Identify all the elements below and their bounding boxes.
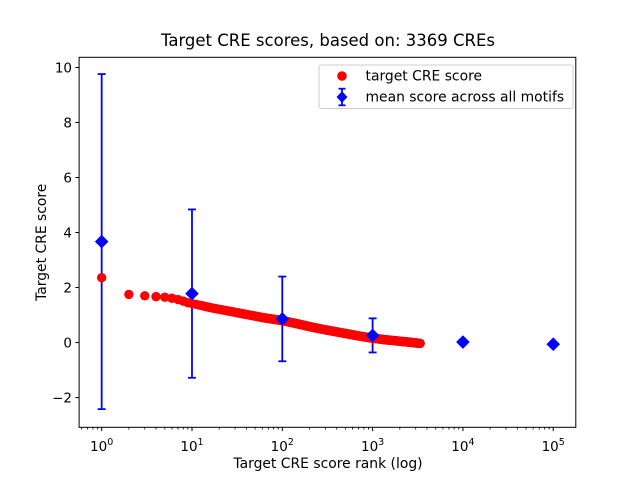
- mean-score-diamond-marker: [94, 234, 109, 249]
- x-tick-label: 102: [271, 437, 294, 455]
- x-axis-label: Target CRE score rank (log): [232, 456, 422, 472]
- red-scatter-series: [96, 272, 425, 349]
- plot-frame: [78, 56, 577, 428]
- y-axis-label: Target CRE score: [34, 184, 50, 302]
- chart-title: Target CRE scores, based on: 3369 CREs: [160, 31, 495, 50]
- axes-ticks: 100 101 102 103 104 105 −2 0 2 4 6 8 10: [52, 60, 565, 455]
- y-tick-label: 2: [63, 280, 72, 296]
- y-tick-label: 10: [55, 60, 72, 76]
- blue-error-bars: [97, 73, 558, 411]
- legend-label-target-cre-score: target CRE score: [366, 69, 483, 85]
- legend: target CRE score mean score across all m…: [318, 64, 574, 109]
- mean-score-diamond-marker: [546, 337, 561, 352]
- x-tick-label: 100: [90, 437, 113, 455]
- y-tick-label: 0: [63, 335, 72, 351]
- y-tick-label: 8: [63, 115, 72, 131]
- red-data-point: [151, 291, 161, 302]
- y-tick-label: −2: [52, 390, 72, 406]
- x-tick-label: 103: [361, 437, 384, 455]
- legend-box: [318, 64, 574, 109]
- x-tick-label: 104: [451, 437, 474, 455]
- legend-entry-target-cre-score: target CRE score: [337, 69, 482, 85]
- mean-score-diamond-marker: [275, 312, 290, 326]
- red-data-point: [415, 338, 425, 349]
- y-tick-label: 4: [63, 225, 72, 241]
- legend-diamond-errorbar-marker-icon: [336, 87, 348, 107]
- legend-circle-marker-icon: [337, 71, 347, 81]
- red-data-point: [160, 292, 170, 302]
- mean-score-diamond-marker: [185, 286, 199, 301]
- mean-score-diamond-marker: [456, 335, 470, 349]
- x-tick-label: 105: [542, 437, 565, 455]
- legend-label-mean-score: mean score across all motifs: [366, 90, 565, 106]
- x-tick-label: 101: [180, 437, 203, 455]
- legend-entry-mean-score: mean score across all motifs: [336, 87, 565, 107]
- red-data-point: [96, 272, 107, 283]
- red-data-point: [140, 291, 150, 301]
- red-data-point: [124, 289, 134, 300]
- mean-score-diamond-marker: [365, 328, 380, 343]
- blue-diamond-series: [94, 234, 561, 352]
- y-tick-label: 6: [63, 170, 72, 186]
